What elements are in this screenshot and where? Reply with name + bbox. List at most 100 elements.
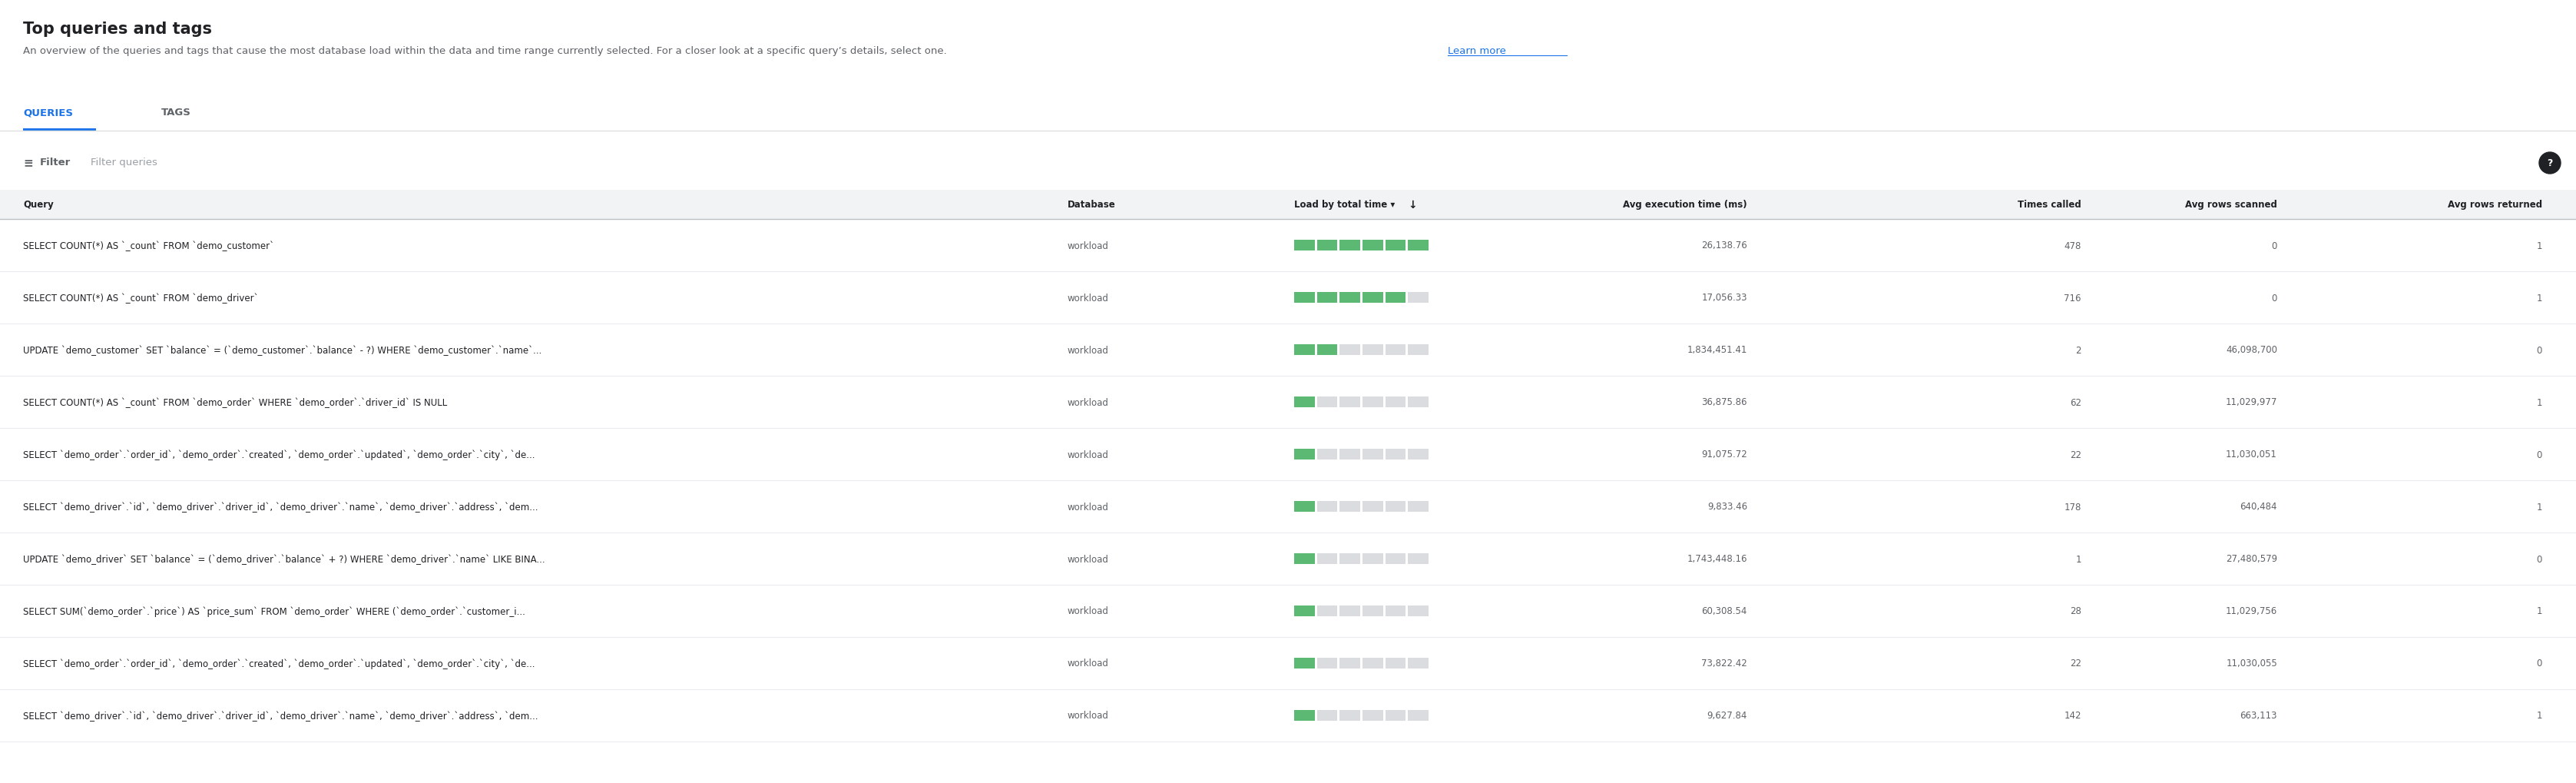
Text: UPDATE `demo_driver` SET `balance` = (`demo_driver`.`balance` + ?) WHERE `demo_d: UPDATE `demo_driver` SET `balance` = (`d…	[23, 554, 546, 564]
Text: 1: 1	[2537, 502, 2543, 511]
Bar	[1386, 240, 1406, 251]
Bar	[1409, 240, 1430, 251]
Text: 73,822.42: 73,822.42	[1700, 659, 1747, 668]
Bar	[1293, 554, 1430, 565]
Bar	[1340, 606, 1360, 616]
Bar	[1363, 293, 1383, 303]
Bar	[1386, 606, 1406, 616]
Text: 1: 1	[2537, 397, 2543, 407]
Text: SELECT COUNT(*) AS `_count` FROM `demo_order` WHERE `demo_order`.`driver_id` IS : SELECT COUNT(*) AS `_count` FROM `demo_o…	[23, 397, 448, 407]
Text: Avg rows scanned: Avg rows scanned	[2184, 200, 2277, 210]
Bar	[1409, 345, 1430, 355]
Bar	[1293, 449, 1430, 460]
Bar	[1316, 658, 1337, 669]
Text: workload: workload	[1066, 710, 1108, 720]
Bar	[1293, 606, 1430, 616]
Bar	[0, 428, 2576, 481]
Text: 9,627.84: 9,627.84	[1708, 710, 1747, 720]
Bar	[1293, 710, 1430, 721]
Bar	[0, 324, 2576, 376]
Text: workload: workload	[1066, 293, 1108, 303]
Text: 0: 0	[2537, 345, 2543, 355]
Bar	[1386, 293, 1406, 303]
Text: UPDATE `demo_customer` SET `balance` = (`demo_customer`.`balance` - ?) WHERE `de: UPDATE `demo_customer` SET `balance` = (…	[23, 345, 541, 355]
Bar	[0, 376, 2576, 428]
Text: 0: 0	[2537, 659, 2543, 668]
Bar	[1293, 345, 1430, 355]
Text: 1: 1	[2537, 606, 2543, 616]
Text: 11,029,756: 11,029,756	[2226, 606, 2277, 616]
Text: 716: 716	[2063, 293, 2081, 303]
Bar	[1293, 397, 1430, 408]
Text: 62: 62	[2071, 397, 2081, 407]
Text: 1: 1	[2537, 710, 2543, 720]
Text: TAGS: TAGS	[162, 107, 191, 117]
Text: SELECT COUNT(*) AS `_count` FROM `demo_customer`: SELECT COUNT(*) AS `_count` FROM `demo_c…	[23, 240, 273, 251]
Text: 663,113: 663,113	[2241, 710, 2277, 720]
Bar	[1386, 397, 1406, 408]
Bar	[0, 637, 2576, 689]
Text: workload: workload	[1066, 659, 1108, 668]
Bar	[0, 532, 2576, 585]
Text: Avg rows returned: Avg rows returned	[2447, 200, 2543, 210]
Bar	[1293, 710, 1314, 721]
Text: 1: 1	[2076, 554, 2081, 564]
Bar	[1293, 501, 1314, 512]
Text: 178: 178	[2063, 502, 2081, 511]
Bar	[1293, 345, 1314, 355]
Bar	[1363, 658, 1383, 669]
Text: 142: 142	[2063, 710, 2081, 720]
Text: ≡: ≡	[23, 157, 33, 169]
Text: 640,484: 640,484	[2241, 502, 2277, 511]
Bar	[1340, 449, 1360, 460]
Bar	[0, 272, 2576, 324]
Bar	[1363, 345, 1383, 355]
Text: ↓: ↓	[1409, 200, 1417, 211]
Bar	[1293, 658, 1430, 669]
Text: Filter: Filter	[41, 157, 72, 168]
Text: workload: workload	[1066, 397, 1108, 407]
Text: SELECT COUNT(*) AS `_count` FROM `demo_driver`: SELECT COUNT(*) AS `_count` FROM `demo_d…	[23, 293, 258, 303]
Bar	[0, 190, 2576, 219]
Bar	[1293, 449, 1314, 460]
Bar	[1386, 345, 1406, 355]
Text: 1: 1	[2537, 293, 2543, 303]
Bar	[1363, 501, 1383, 512]
Text: 46,098,700: 46,098,700	[2226, 345, 2277, 355]
Bar	[1386, 658, 1406, 669]
Bar	[1316, 606, 1337, 616]
Text: workload: workload	[1066, 502, 1108, 511]
Bar	[1316, 501, 1337, 512]
Bar	[1293, 501, 1430, 512]
Bar	[1293, 606, 1314, 616]
Bar	[1293, 554, 1314, 565]
Text: workload: workload	[1066, 554, 1108, 564]
Text: Load by total time ▾: Load by total time ▾	[1293, 200, 1396, 210]
Bar	[1316, 397, 1337, 408]
Text: SELECT `demo_order`.`order_id`, `demo_order`.`created`, `demo_order`.`updated`, : SELECT `demo_order`.`order_id`, `demo_or…	[23, 449, 536, 460]
Bar	[1363, 554, 1383, 565]
Text: 0: 0	[2272, 293, 2277, 303]
Bar	[1386, 449, 1406, 460]
Text: workload: workload	[1066, 240, 1108, 251]
Text: Top queries and tags: Top queries and tags	[23, 21, 211, 37]
Text: Query: Query	[23, 200, 54, 210]
Text: SELECT `demo_order`.`order_id`, `demo_order`.`created`, `demo_order`.`updated`, : SELECT `demo_order`.`order_id`, `demo_or…	[23, 658, 536, 669]
Bar	[0, 585, 2576, 637]
Text: SELECT SUM(`demo_order`.`price`) AS `price_sum` FROM `demo_order` WHERE (`demo_o: SELECT SUM(`demo_order`.`price`) AS `pri…	[23, 606, 526, 616]
Bar	[1316, 554, 1337, 565]
Text: workload: workload	[1066, 345, 1108, 355]
Text: 0: 0	[2537, 449, 2543, 460]
Text: 2: 2	[2076, 345, 2081, 355]
Text: Learn more: Learn more	[1448, 46, 1507, 56]
Text: 478: 478	[2063, 240, 2081, 251]
Bar	[1409, 658, 1430, 669]
Bar	[1293, 293, 1430, 303]
Bar	[1386, 554, 1406, 565]
Text: 27,480,579: 27,480,579	[2226, 554, 2277, 564]
Bar	[1409, 606, 1430, 616]
Text: Times called: Times called	[2017, 200, 2081, 210]
Bar	[1409, 293, 1430, 303]
Text: 9,833.46: 9,833.46	[1708, 502, 1747, 511]
Text: 36,875.86: 36,875.86	[1703, 397, 1747, 407]
